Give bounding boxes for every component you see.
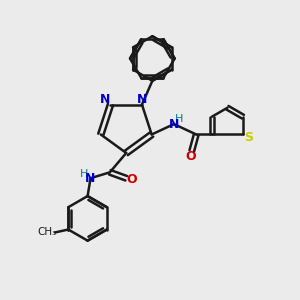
Text: N: N	[85, 172, 96, 185]
Text: N: N	[100, 93, 110, 106]
Text: CH₃: CH₃	[37, 227, 56, 238]
Text: H: H	[80, 169, 88, 179]
Text: H: H	[175, 114, 184, 124]
Text: S: S	[244, 131, 253, 144]
Text: O: O	[126, 173, 137, 186]
Text: O: O	[185, 150, 196, 163]
Text: N: N	[137, 93, 147, 106]
Text: N: N	[169, 118, 179, 130]
